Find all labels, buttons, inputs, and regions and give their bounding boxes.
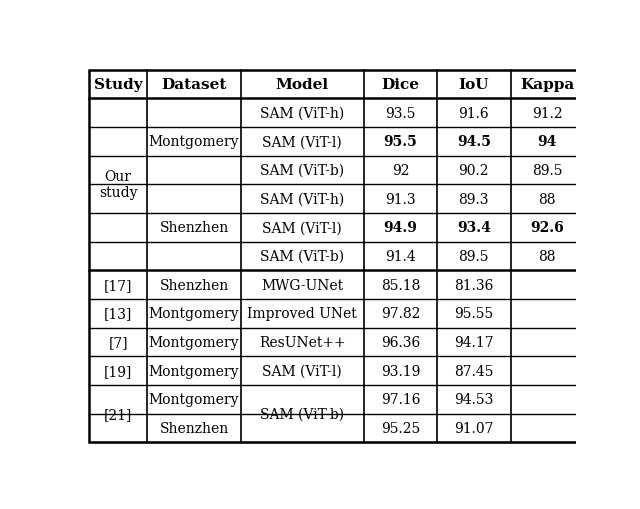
Text: 97.16: 97.16	[381, 392, 420, 407]
Text: 91.3: 91.3	[385, 192, 416, 206]
Text: Shenzhen: Shenzhen	[159, 421, 228, 435]
Text: SAM (ViT-b): SAM (ViT-b)	[260, 249, 344, 264]
Text: 92.6: 92.6	[531, 221, 564, 235]
Text: Montgomery: Montgomery	[149, 135, 239, 149]
Text: 90.2: 90.2	[459, 163, 489, 178]
Text: SAM (ViT-h): SAM (ViT-h)	[260, 192, 344, 206]
Text: 89.5: 89.5	[532, 163, 563, 178]
Text: 93.5: 93.5	[385, 106, 415, 121]
Text: 97.82: 97.82	[381, 307, 420, 321]
Text: [17]: [17]	[104, 278, 132, 292]
Text: 85.18: 85.18	[381, 278, 420, 292]
Text: [13]: [13]	[104, 307, 132, 321]
Text: 91.4: 91.4	[385, 249, 416, 264]
Text: SAM (ViT-b): SAM (ViT-b)	[260, 407, 344, 421]
Text: IoU: IoU	[459, 78, 489, 92]
Text: 87.45: 87.45	[454, 364, 493, 378]
Text: 89.5: 89.5	[459, 249, 489, 264]
Text: 93.4: 93.4	[457, 221, 491, 235]
Text: SAM (ViT-b): SAM (ViT-b)	[260, 163, 344, 178]
Text: Montgomery: Montgomery	[149, 307, 239, 321]
Text: SAM (ViT-l): SAM (ViT-l)	[262, 135, 342, 149]
Text: Our
study: Our study	[99, 170, 138, 200]
Text: Montgomery: Montgomery	[149, 364, 239, 378]
Text: Dataset: Dataset	[161, 78, 227, 92]
Text: Shenzhen: Shenzhen	[159, 278, 228, 292]
Text: Montgomery: Montgomery	[149, 335, 239, 349]
Text: 94.17: 94.17	[454, 335, 493, 349]
Text: SAM (ViT-h): SAM (ViT-h)	[260, 106, 344, 121]
Text: 94.5: 94.5	[457, 135, 491, 149]
Text: ResUNet++: ResUNet++	[259, 335, 346, 349]
Text: [21]: [21]	[104, 407, 132, 421]
Text: Study: Study	[94, 78, 143, 92]
Text: MWG-UNet: MWG-UNet	[261, 278, 343, 292]
Text: 94.9: 94.9	[383, 221, 417, 235]
Text: Dice: Dice	[381, 78, 419, 92]
Text: Model: Model	[276, 78, 329, 92]
Text: SAM (ViT-l): SAM (ViT-l)	[262, 221, 342, 235]
Text: [7]: [7]	[108, 335, 128, 349]
Text: Kappa: Kappa	[520, 78, 574, 92]
Text: 88: 88	[538, 192, 556, 206]
Text: 96.36: 96.36	[381, 335, 420, 349]
Text: 81.36: 81.36	[454, 278, 493, 292]
Text: 95.5: 95.5	[383, 135, 417, 149]
Text: 94: 94	[538, 135, 557, 149]
Text: 91.2: 91.2	[532, 106, 563, 121]
Text: 92: 92	[392, 163, 409, 178]
Text: SAM (ViT-l): SAM (ViT-l)	[262, 364, 342, 378]
Text: 91.6: 91.6	[458, 106, 489, 121]
Text: 91.07: 91.07	[454, 421, 493, 435]
Text: 93.19: 93.19	[381, 364, 420, 378]
Text: Shenzhen: Shenzhen	[159, 221, 228, 235]
Text: 95.55: 95.55	[454, 307, 493, 321]
Text: 94.53: 94.53	[454, 392, 493, 407]
Text: 88: 88	[538, 249, 556, 264]
Text: Improved UNet: Improved UNet	[247, 307, 357, 321]
Text: 95.25: 95.25	[381, 421, 420, 435]
Text: [19]: [19]	[104, 364, 132, 378]
Text: 89.3: 89.3	[459, 192, 489, 206]
Text: Montgomery: Montgomery	[149, 392, 239, 407]
